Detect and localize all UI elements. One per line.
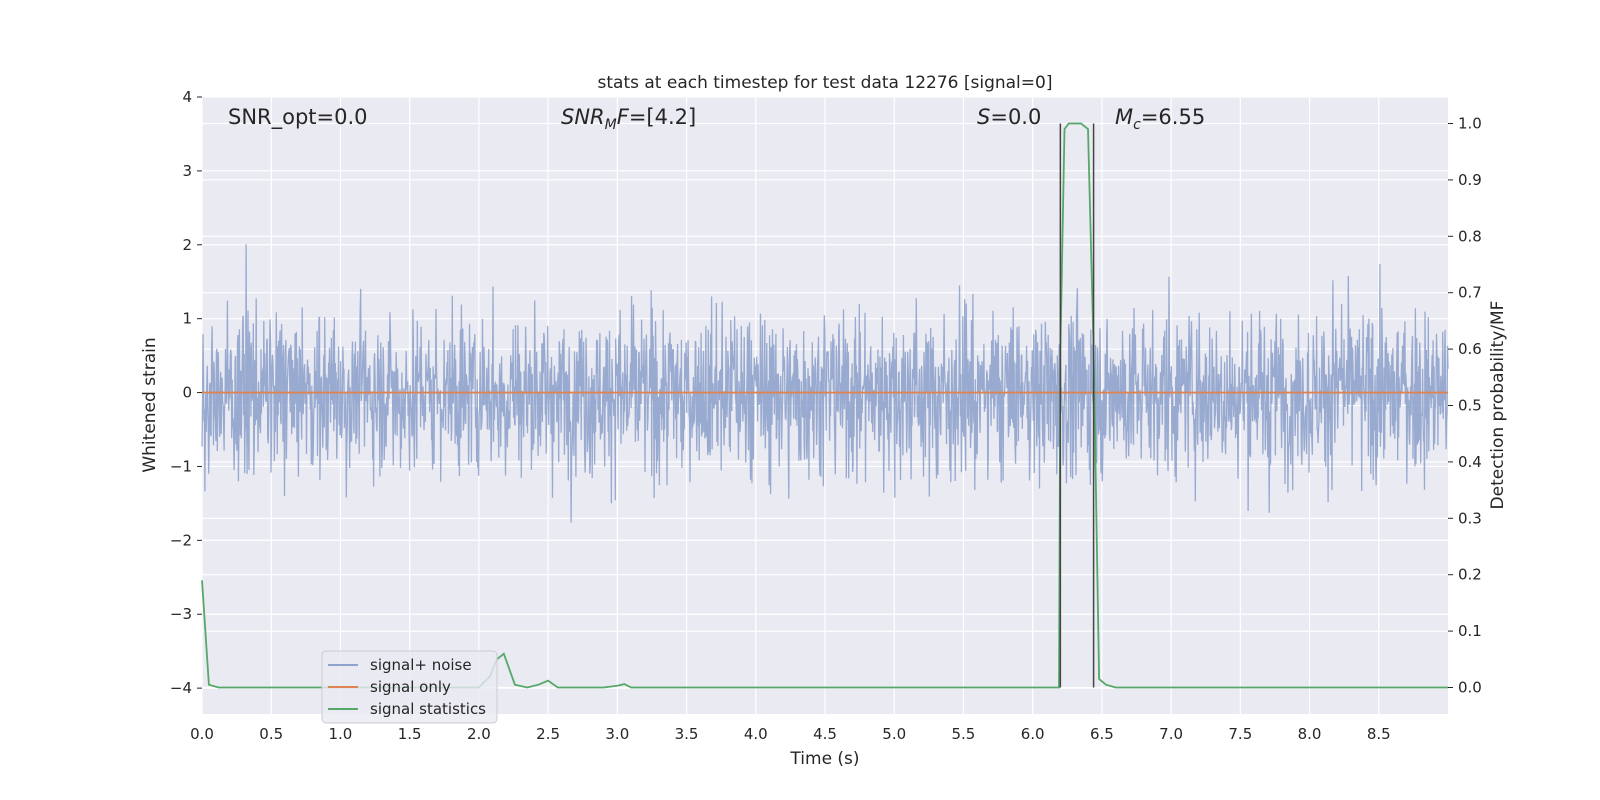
y-right-tick-label: 0.7 — [1458, 284, 1482, 302]
x-tick-label: 4.0 — [744, 725, 768, 743]
x-tick-label: 6.5 — [1090, 725, 1114, 743]
x-tick-label: 2.5 — [536, 725, 560, 743]
x-tick-label: 3.5 — [675, 725, 699, 743]
y-right-tick-label: 1.0 — [1458, 115, 1482, 133]
y-right-tick-labels: 1.0 0.9 0.8 0.7 0.6 0.5 0.4 0.3 0.2 0.1 0.0 — [1448, 115, 1482, 696]
legend-box — [321, 650, 498, 724]
y-right-tick-label: 0.5 — [1458, 397, 1482, 415]
mc-main: M — [1115, 105, 1133, 129]
x-axis-label: Time (s) — [789, 749, 859, 769]
legend-label-signal: signal only — [370, 678, 451, 696]
x-tick-label: 7.5 — [1228, 725, 1252, 743]
y-left-tick-label: −2 — [170, 531, 192, 549]
x-tick-label: 1.5 — [398, 725, 422, 743]
x-tick-label: 0.0 — [190, 725, 214, 743]
legend-label-noise: signal+ noise — [370, 656, 472, 674]
legend: signal+ noise signal only signal statist… — [321, 650, 498, 724]
x-tick-labels: 0.0 0.5 1.0 1.5 2.0 2.5 3.0 3.5 4.0 4.5 5.0 5.5 6.0 6… — [190, 725, 1391, 743]
annotation-s: S=0.0 — [977, 105, 1041, 129]
y-right-axis-label: Detection probability/MF — [1488, 301, 1508, 510]
y-left-tick-label: 1 — [182, 310, 192, 328]
signal-noise-series — [201, 244, 1449, 523]
y-left-tick-label: 4 — [182, 88, 192, 106]
y-left-tick-label: 0 — [182, 384, 192, 402]
series-signal-noise-line — [201, 244, 1449, 523]
x-tick-label: 8.0 — [1298, 725, 1322, 743]
snr-mf-sub: M — [605, 117, 617, 133]
y-right-tick-label: 0.8 — [1458, 227, 1482, 245]
y-left-axis-label: Whitened strain — [140, 337, 160, 472]
snr-mf-main: SNR — [561, 105, 605, 129]
y-left-tick-label: −4 — [170, 679, 192, 697]
s-rest: =0.0 — [990, 105, 1041, 129]
y-left-tick-label: −1 — [170, 457, 192, 475]
x-tick-label: 1.0 — [329, 725, 353, 743]
annotation-snr-mf: SNRMF=[4.2] — [561, 105, 696, 133]
snr-mf-rest: F=[4.2] — [617, 105, 696, 129]
y-right-tick-label: 0.2 — [1458, 566, 1482, 584]
y-left-tick-label: 2 — [182, 236, 192, 254]
legend-label-statistics: signal statistics — [370, 700, 486, 718]
y-right-tick-label: 0.3 — [1458, 509, 1482, 527]
x-tick-label: 0.5 — [259, 725, 283, 743]
chart-title: stats at each timestep for test data 122… — [598, 73, 1053, 93]
mc-rest: =6.55 — [1141, 105, 1205, 129]
y-right-tick-label: 0.9 — [1458, 171, 1482, 189]
s-main: S — [977, 105, 990, 129]
x-tick-label: 6.0 — [1021, 725, 1045, 743]
annotation-mc: Mc=6.55 — [1115, 105, 1205, 133]
detection-markers — [1059, 123, 1095, 688]
x-tick-label: 3.0 — [605, 725, 629, 743]
x-tick-label: 5.5 — [952, 725, 976, 743]
y-left-tick-labels: 4 3 2 1 0 −1 −2 −3 −4 — [170, 88, 202, 697]
x-tick-label: 5.0 — [882, 725, 906, 743]
y-left-tick-label: 3 — [182, 162, 192, 180]
x-tick-label: 8.5 — [1367, 725, 1391, 743]
x-tick-label: 7.0 — [1159, 725, 1183, 743]
y-left-tick-label: −3 — [170, 605, 192, 623]
annotation-snr-opt: SNR_opt=0.0 — [228, 105, 368, 130]
x-tick-label: 2.0 — [467, 725, 491, 743]
mc-sub: c — [1133, 117, 1141, 133]
y-right-tick-label: 0.1 — [1458, 622, 1482, 640]
y-right-tick-label: 0.0 — [1458, 678, 1482, 696]
y-right-tick-label: 0.4 — [1458, 453, 1482, 471]
y-right-tick-label: 0.6 — [1458, 340, 1482, 358]
x-tick-label: 4.5 — [813, 725, 837, 743]
